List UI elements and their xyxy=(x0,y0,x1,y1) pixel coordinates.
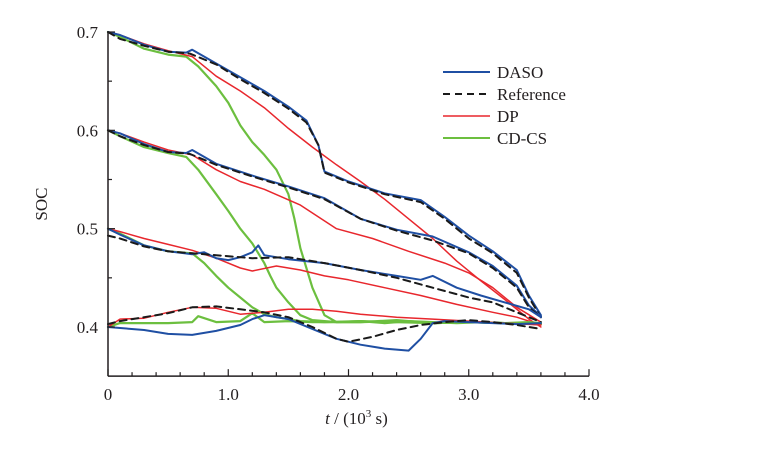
legend-item-dp: DP xyxy=(443,107,519,126)
axes: 0 1.0 2.0 3.0 4.0 0.4 0.5 0.6 0.7 SOC t / (103 s) xyxy=(32,23,600,428)
y-axis-title: SOC xyxy=(32,188,51,221)
series-line-dp-soc-0.4 xyxy=(107,306,542,328)
y-tick-label: 0.7 xyxy=(77,23,99,42)
legend-label: DASO xyxy=(497,63,543,82)
legend-item-reference: Reference xyxy=(443,85,566,104)
legend-label: DP xyxy=(497,107,519,126)
legend-item-daso: DASO xyxy=(443,63,543,82)
series-line-daso-soc-0.6 xyxy=(107,129,542,318)
y-tick-label: 0.6 xyxy=(77,121,98,140)
x-axis-title: t / (103 s) xyxy=(325,408,388,428)
series-group-soc-0.6 xyxy=(106,129,543,326)
legend: DASO Reference DP CD-CS xyxy=(443,63,566,148)
x-tick-label: 1.0 xyxy=(218,385,239,404)
x-tick-label: 0 xyxy=(104,385,113,404)
series-line-cd-cs-soc-0.6 xyxy=(106,129,543,326)
series-group-soc-0.4 xyxy=(106,305,543,352)
x-tick-label: 3.0 xyxy=(458,385,479,404)
x-tick-label: 4.0 xyxy=(578,385,599,404)
y-tick-label: 0.4 xyxy=(77,318,99,337)
y-tick-label: 0.5 xyxy=(77,220,98,239)
series-line-reference-soc-0.7 xyxy=(107,31,542,319)
series-line-dp-soc-0.7 xyxy=(107,31,542,328)
legend-item-cd-cs: CD-CS xyxy=(443,129,547,148)
x-tick-label: 2.0 xyxy=(338,385,359,404)
series-line-cd-cs-soc-0.7 xyxy=(106,30,543,326)
series-line-dp-soc-0.6 xyxy=(107,129,542,323)
legend-label: CD-CS xyxy=(497,129,547,148)
series-layer xyxy=(106,30,543,352)
legend-label: Reference xyxy=(497,85,566,104)
series-group-soc-0.7 xyxy=(106,30,543,328)
series-line-reference-soc-0.4 xyxy=(107,305,542,343)
series-line-dp-soc-0.5 xyxy=(107,227,542,326)
series-line-reference-soc-0.6 xyxy=(107,129,542,319)
series-group-soc-0.5 xyxy=(106,227,543,326)
series-line-daso-soc-0.7 xyxy=(107,31,542,317)
series-line-reference-soc-0.5 xyxy=(107,234,542,324)
